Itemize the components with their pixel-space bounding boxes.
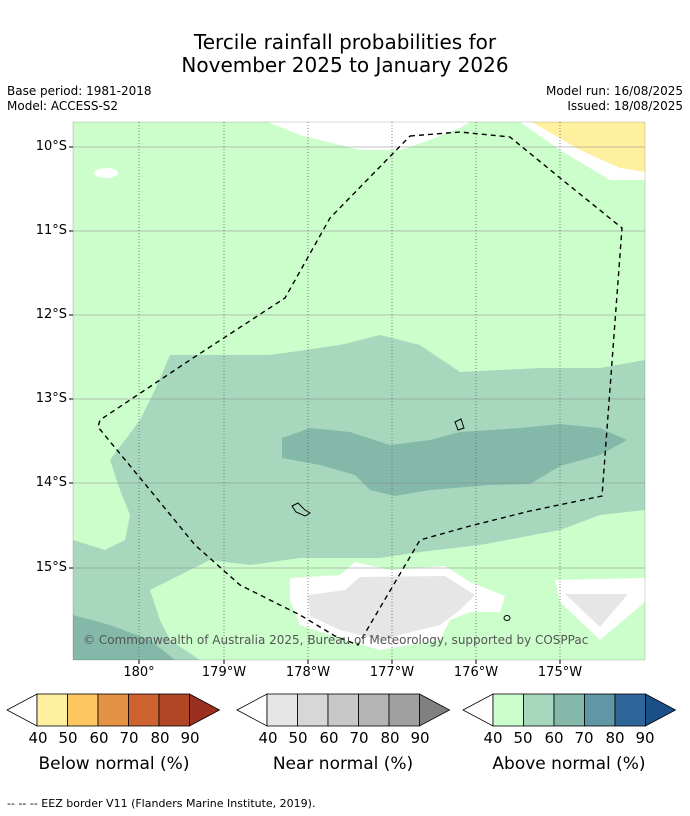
colorbar-below-normal: [6, 693, 221, 727]
model-run: Model run: 16/08/2025: [545, 84, 683, 98]
colorbar-over-triangle: [645, 693, 677, 727]
island-3: [503, 615, 511, 621]
island-1: [454, 418, 465, 431]
tick-label: 80: [150, 729, 170, 747]
colorbar-segment: [523, 693, 555, 727]
colorbar-segment: [327, 693, 359, 727]
model-name: Model: ACCESS-S2: [7, 99, 119, 113]
eez-border: [97, 131, 623, 646]
lon-label: 180°: [123, 665, 155, 680]
colorbar-title-above: Above normal (%): [492, 754, 646, 774]
above-normal-60-sw: [73, 615, 175, 660]
tick-label: 80: [380, 729, 400, 747]
colorbar-segment: [97, 693, 129, 727]
lat-label: 15°S: [35, 560, 67, 575]
colorbar-under-triangle: [236, 693, 268, 727]
tick-label: 70: [119, 729, 139, 747]
tick-label: 60: [89, 729, 109, 747]
lon-label: 178°W: [285, 665, 331, 680]
no-dominant-region-north: [268, 122, 470, 150]
colorbar-above-normal: [462, 693, 677, 727]
map-frame: [72, 121, 646, 661]
base-period: Base period: 1981-2018: [7, 84, 152, 98]
tick-label: 90: [635, 729, 655, 747]
tick-label: 40: [28, 729, 48, 747]
colorbar-near-normal: [236, 693, 451, 727]
colorbar-segment: [614, 693, 646, 727]
colorbar-under-triangle: [462, 693, 494, 727]
island-blob: [94, 168, 118, 178]
tick-label: 50: [288, 729, 308, 747]
map-title: Tercile rainfall probabilities for Novem…: [0, 31, 690, 77]
lon-label: 177°W: [369, 665, 415, 680]
colorbar-segment: [67, 693, 99, 727]
lat-label: 10°S: [35, 139, 67, 154]
lat-label: 11°S: [35, 223, 67, 238]
colorbar-title-below: Below normal (%): [38, 754, 190, 774]
near-normal-grey-east: [565, 594, 628, 627]
island-2: [291, 502, 311, 517]
title-line-1: Tercile rainfall probabilities for: [193, 30, 497, 54]
colorbar-segment: [297, 693, 329, 727]
tick-label: 40: [258, 729, 278, 747]
lat-label: 13°S: [35, 391, 67, 406]
colorbar-over-triangle: [419, 693, 451, 727]
colorbar-segment: [266, 693, 298, 727]
tick-label: 70: [574, 729, 594, 747]
meta-left: Base period: 1981-2018 Model: ACCESS-S2: [7, 84, 152, 114]
lat-label: 14°S: [35, 475, 67, 490]
tick-label: 40: [483, 729, 503, 747]
title-line-2: November 2025 to January 2026: [181, 53, 509, 77]
probability-map: [69, 121, 646, 664]
tick-label: 50: [58, 729, 78, 747]
lat-label: 12°S: [35, 307, 67, 322]
colorbar-title-near: Near normal (%): [272, 754, 414, 774]
colorbar-over-triangle: [189, 693, 221, 727]
tick-label: 60: [319, 729, 339, 747]
colorbar-segment: [388, 693, 420, 727]
tick-label: 90: [180, 729, 200, 747]
colorbar-segment: [553, 693, 585, 727]
colorbar-segment: [584, 693, 616, 727]
colorbar-segment: [492, 693, 524, 727]
tick-label: 90: [410, 729, 430, 747]
tick-label: 60: [544, 729, 564, 747]
issued-date: Issued: 18/08/2025: [567, 99, 683, 113]
footnote: -- -- -- EEZ border V11 (Flanders Marine…: [7, 797, 316, 810]
tick-label: 80: [605, 729, 625, 747]
copyright-notice: © Commonwealth of Australia 2025, Bureau…: [83, 633, 589, 647]
above-normal-60-region: [282, 424, 627, 496]
tick-label: 50: [513, 729, 533, 747]
colorbar-segment: [128, 693, 160, 727]
lon-label: 175°W: [537, 665, 583, 680]
colorbar-under-triangle: [6, 693, 38, 727]
colorbar-segment: [358, 693, 390, 727]
colorbar-segment: [158, 693, 190, 727]
meta-right: Model run: 16/08/2025 Issued: 18/08/2025: [546, 84, 683, 114]
near-normal-grey: [308, 576, 475, 640]
lon-label: 179°W: [201, 665, 247, 680]
colorbar-segment: [36, 693, 68, 727]
tick-label: 70: [349, 729, 369, 747]
lon-label: 176°W: [453, 665, 499, 680]
